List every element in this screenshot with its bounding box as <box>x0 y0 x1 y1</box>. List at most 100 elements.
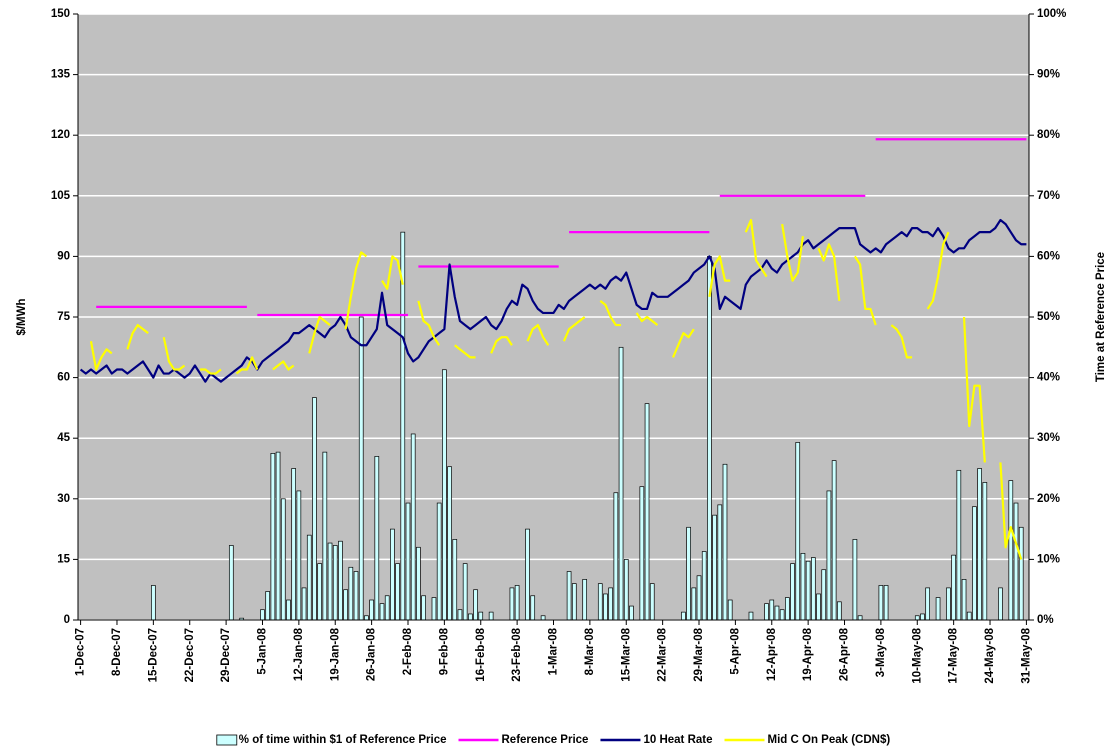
y-tick-label: 90 <box>57 250 70 262</box>
bar <box>961 579 967 621</box>
bar <box>509 587 515 621</box>
bar <box>649 583 655 621</box>
x-tick-label: 10-May-08 <box>911 627 923 683</box>
bar <box>836 601 842 621</box>
bar <box>457 609 463 621</box>
bar <box>343 589 348 621</box>
line <box>89 218 1023 560</box>
bar <box>286 599 291 621</box>
bar <box>395 563 400 621</box>
bar <box>629 605 634 621</box>
bar <box>571 583 577 621</box>
x-tick-label: 26-Apr-08 <box>839 627 851 681</box>
x-tick-label: 12-Jan-08 <box>293 627 305 681</box>
bar <box>857 615 863 621</box>
y2-axis-title: Time at Reference Price <box>1095 252 1107 382</box>
bar <box>878 585 884 621</box>
y2-tick-label: 0% <box>1037 614 1054 626</box>
bar <box>312 397 317 621</box>
bar <box>400 231 406 621</box>
line <box>79 218 1027 383</box>
bar <box>364 615 369 621</box>
bar <box>816 593 821 621</box>
bar <box>1018 526 1024 621</box>
bar <box>686 526 691 621</box>
bar <box>525 528 530 621</box>
bar <box>623 559 629 621</box>
legend-swatch <box>216 734 238 746</box>
bar <box>727 599 733 621</box>
bar <box>327 542 333 621</box>
x-tick-label: 8-Mar-08 <box>584 627 596 675</box>
x-tick-label: 29-Dec-07 <box>220 628 232 682</box>
bar <box>597 583 603 621</box>
bar <box>452 539 458 621</box>
bar <box>447 466 452 621</box>
bar <box>712 514 717 621</box>
bar <box>275 451 281 621</box>
bar <box>811 557 816 621</box>
legend-label: Reference Price <box>502 734 589 746</box>
bar <box>358 316 364 621</box>
bar <box>151 585 156 621</box>
bar <box>852 539 858 621</box>
y-tick-label: 60 <box>57 372 70 384</box>
bar <box>805 560 811 621</box>
bar <box>935 597 941 621</box>
bar <box>530 595 536 621</box>
y-tick-label: 135 <box>51 69 71 81</box>
y2-tick-label: 60% <box>1037 250 1060 262</box>
y2-tick-label: 90% <box>1037 69 1060 81</box>
x-tick-label: 26-Jan-08 <box>366 627 378 681</box>
bar <box>468 613 473 621</box>
x-tick-label: 19-Apr-08 <box>802 627 814 681</box>
x-tick-label: 1-Mar-08 <box>548 627 560 675</box>
bar <box>488 611 494 621</box>
bar <box>603 593 608 621</box>
bar <box>946 587 951 621</box>
bar <box>795 442 801 621</box>
bar <box>566 571 572 621</box>
y-tick-label: 120 <box>51 129 70 141</box>
bar <box>410 433 416 621</box>
bar <box>514 585 520 621</box>
bar <box>280 498 286 621</box>
bar <box>228 545 234 621</box>
bar <box>920 613 925 621</box>
bar <box>348 566 354 621</box>
bar <box>821 569 827 621</box>
bar <box>301 587 307 621</box>
x-tick-label: 2-Feb-08 <box>402 627 414 675</box>
bar <box>956 469 962 621</box>
y2-tick-label: 20% <box>1037 493 1060 505</box>
bar <box>966 611 972 621</box>
bar <box>296 490 302 621</box>
bar <box>390 528 395 621</box>
bar <box>831 460 837 621</box>
bar <box>769 599 775 621</box>
bar <box>608 587 613 621</box>
legend-label: Mid C On Peak (CDN$) <box>768 734 891 746</box>
y-tick-label: 150 <box>51 8 70 20</box>
bar <box>748 611 754 621</box>
x-tick-label: 3-May-08 <box>875 627 887 677</box>
y-tick-label: 105 <box>51 190 71 202</box>
bar <box>914 615 920 621</box>
x-tick-label: 5-Apr-08 <box>729 627 741 674</box>
bar <box>1008 480 1014 621</box>
bar <box>436 502 442 621</box>
x-tick-label: 15-Dec-07 <box>147 628 159 682</box>
bar <box>291 468 296 621</box>
bar <box>722 463 728 621</box>
bar <box>681 611 686 621</box>
bar <box>998 587 1003 621</box>
bar <box>774 605 780 621</box>
x-tick-label: 24-May-08 <box>984 627 996 683</box>
bar <box>473 589 478 621</box>
bar <box>322 451 328 621</box>
y-axis-title: $/MWh <box>16 298 28 335</box>
x-tick-label: 8-Dec-07 <box>111 628 123 676</box>
x-tick-label: 19-Jan-08 <box>329 627 341 681</box>
